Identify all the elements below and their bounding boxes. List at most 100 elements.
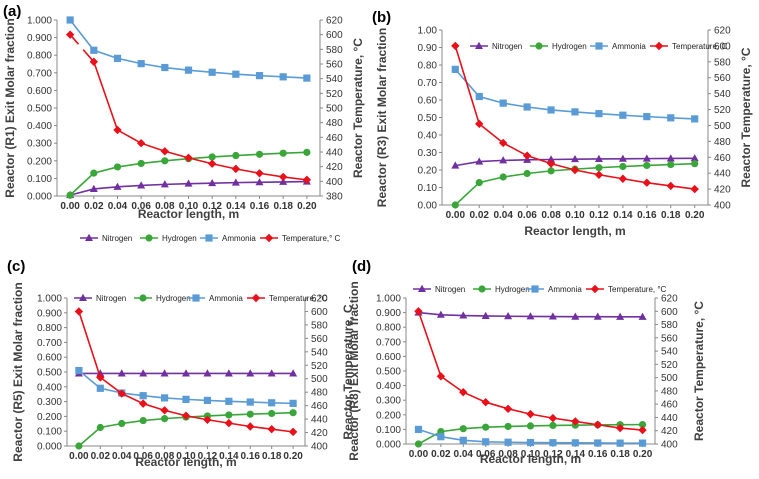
data-point <box>451 161 460 169</box>
data-point <box>594 170 604 179</box>
legend-entry: Nitrogen <box>492 42 522 51</box>
y-left-tick-label: 0.400 <box>376 381 401 392</box>
data-point <box>184 153 193 163</box>
legend-entry: Temperature, °C <box>269 294 328 303</box>
data-point <box>459 311 468 319</box>
y-left-tick-label: 0.600 <box>376 352 401 363</box>
y-axis-left-title: Reactor (R1) Exit Molar fraction <box>3 18 17 197</box>
x-tick-label: 0.02 <box>470 210 490 221</box>
x-tick-label: 0.12 <box>589 210 609 221</box>
x-tick-label: 0.10 <box>179 201 199 212</box>
data-point <box>594 154 603 162</box>
data-point <box>642 154 651 162</box>
x-tick-label: 0.06 <box>517 210 537 221</box>
y-right-tick-label: 580 <box>714 57 731 68</box>
data-point <box>571 439 579 447</box>
data-point <box>570 165 580 175</box>
y-right-tick-label: 460 <box>661 400 678 411</box>
data-point <box>96 423 104 432</box>
data-point <box>75 366 83 375</box>
data-point <box>255 178 264 186</box>
data-point <box>618 174 628 183</box>
y-left-tick-label: 0.800 <box>37 323 62 334</box>
y-axis-right-title: Reactor Temperature, °C <box>351 38 365 178</box>
y-right-tick-label: 500 <box>714 121 731 132</box>
y-right-tick-label: 540 <box>714 89 731 100</box>
x-tick-label: 0.10 <box>565 210 585 221</box>
x-tick-label: 0.18 <box>273 201 293 212</box>
y-left-tick-label: 0.600 <box>37 353 62 364</box>
data-point <box>208 153 216 161</box>
panel-label: (b) <box>372 9 391 26</box>
data-point <box>546 159 556 168</box>
data-point <box>690 184 699 194</box>
data-point <box>571 312 580 320</box>
legend-marker <box>531 285 539 293</box>
data-point <box>481 397 490 407</box>
data-point <box>643 113 651 121</box>
data-point <box>595 110 603 118</box>
series-nitrogen <box>414 308 647 320</box>
y-left-tick-label: 0.200 <box>37 412 62 423</box>
x-tick-label: 0.00 <box>446 210 466 221</box>
legend-marker <box>475 41 483 49</box>
data-point <box>96 369 105 377</box>
y-right-tick-label: 460 <box>714 153 731 164</box>
y-axis-right-title: Reactor Temperature, °C <box>739 47 753 187</box>
chart-panel-1: 0.000 0.100 0.200 0.300 0.400 0.500 0.600 0.700… <box>3 3 365 243</box>
x-tick-label: 0.08 <box>155 201 175 212</box>
data-point <box>482 423 490 431</box>
series-nitrogen <box>66 177 311 199</box>
data-point <box>638 420 647 429</box>
series-temperature-c <box>65 30 312 185</box>
x-tick-label: 0.12 <box>198 451 218 462</box>
data-point <box>303 74 311 82</box>
y-left-tick-label: 0.100 <box>376 425 401 436</box>
y-right-tick-label: 500 <box>311 374 328 385</box>
x-tick-label: 0.02 <box>91 451 111 462</box>
y-left-tick-label: 0.700 <box>37 338 62 349</box>
data-point <box>181 411 191 420</box>
y-right-tick-label: 420 <box>326 162 343 173</box>
x-tick-label: 0.16 <box>241 451 261 462</box>
series-temperature-c <box>451 41 699 194</box>
data-point <box>138 399 148 408</box>
data-point <box>451 41 460 51</box>
y-right-tick-label: 400 <box>661 440 678 451</box>
x-tick-label: 0.16 <box>588 449 608 460</box>
data-point <box>160 406 169 415</box>
data-point <box>549 439 557 447</box>
y-right-tick-label: 520 <box>311 361 328 372</box>
y-left-tick-label: 0.100 <box>37 427 62 438</box>
y-right-tick-label: 560 <box>326 60 343 71</box>
data-point <box>499 156 508 164</box>
series-temperature-c <box>74 307 298 437</box>
y-right-tick-label: 480 <box>326 118 343 129</box>
y-left-tick-label: 0.80 <box>418 61 438 72</box>
x-tick-label: 0.06 <box>476 449 496 460</box>
x-tick-label: 0.12 <box>543 449 563 460</box>
data-point <box>246 422 255 431</box>
data-point <box>475 179 483 187</box>
chart-panel-2: 0.00 0.10 0.20 0.30 0.40 0.50 0.60 0.70 0.80 0.90… <box>372 9 753 238</box>
y-left-tick-label: 0.700 <box>376 337 401 348</box>
legend-marker <box>478 285 486 293</box>
data-point <box>475 119 484 129</box>
data-point <box>616 439 624 447</box>
legend-marker <box>535 42 543 50</box>
chart-panel-4: 0.000 0.100 0.200 0.300 0.400 0.500 0.600 0.700… <box>347 258 706 466</box>
data-point <box>208 178 217 187</box>
x-axis-title: Reactor length, m <box>480 452 581 466</box>
data-point <box>414 425 423 433</box>
data-point <box>594 439 602 447</box>
data-point <box>113 163 122 171</box>
data-point <box>615 423 625 433</box>
legend-marker <box>205 234 213 242</box>
x-tick-label: 0.04 <box>454 449 474 460</box>
data-point <box>482 438 490 446</box>
y-left-tick-label: 0.10 <box>418 183 438 194</box>
y-left-tick-label: 0.300 <box>37 397 62 408</box>
x-tick-label: 0.04 <box>112 451 132 462</box>
data-point <box>503 404 513 414</box>
